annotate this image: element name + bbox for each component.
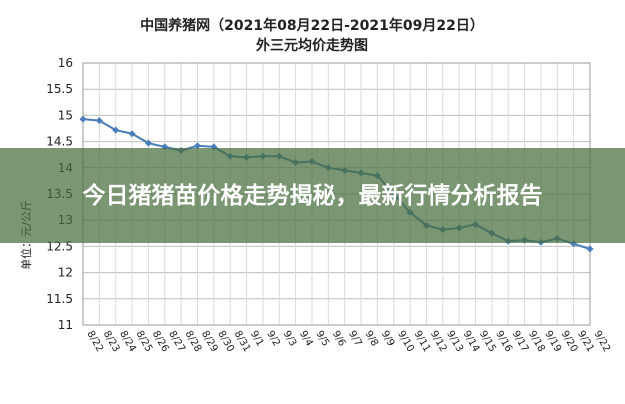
chart-subtitle: 外三元均价走势图 — [256, 37, 368, 54]
chart-title: 中国养猪网（2021年08月22日-2021年09月22日） — [140, 17, 484, 34]
headline: 今日猪猪苗价格走势揭秘，最新行情分析报告 — [82, 182, 543, 209]
y-tick-label: 14.5 — [46, 135, 73, 149]
y-tick-label: 11.5 — [46, 292, 73, 306]
y-tick-label: 12 — [58, 266, 73, 280]
point — [95, 117, 103, 125]
y-tick-label: 16 — [58, 56, 73, 70]
point — [112, 126, 120, 134]
point — [586, 245, 594, 253]
point — [193, 142, 201, 150]
y-tick-label: 15.5 — [46, 82, 73, 96]
y-tick-label: 15 — [58, 108, 73, 122]
point — [144, 139, 152, 147]
banner: 今日猪猪苗价格走势揭秘，最新行情分析报告 — [0, 148, 625, 243]
y-tick-label: 11 — [58, 318, 73, 332]
point — [128, 130, 136, 138]
point — [79, 115, 87, 123]
